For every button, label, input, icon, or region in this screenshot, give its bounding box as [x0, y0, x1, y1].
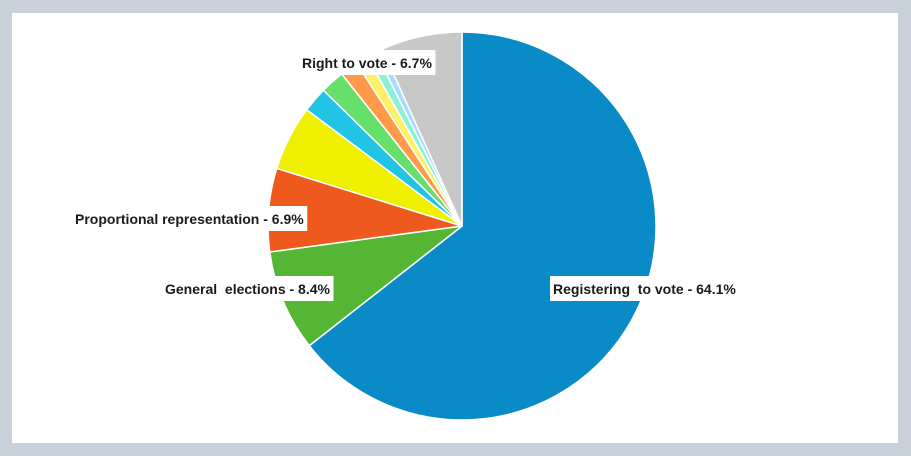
pie-slice	[381, 31, 463, 227]
slice-label: General elections - 8.4%	[162, 276, 334, 301]
pie-slices	[267, 31, 657, 421]
pie-slice	[308, 31, 657, 421]
slice-label-text: Registering to vote - 64.1%	[553, 281, 736, 297]
slice-label: Right to vote - 6.7%	[299, 50, 436, 75]
slice-label: Registering to vote - 64.1%	[550, 276, 740, 301]
pie-slice	[268, 225, 463, 347]
slice-label: Proportional representation - 6.9%	[72, 206, 308, 231]
slice-label-box	[550, 276, 740, 301]
slice-label-text: General elections - 8.4%	[165, 281, 331, 297]
slice-label-box	[299, 50, 436, 75]
slice-label-box	[162, 276, 334, 301]
slice-label-text: Right to vote - 6.7%	[302, 55, 432, 71]
pie-labels: Registering to vote - 64.1% General elect…	[72, 50, 740, 301]
slice-label-box	[72, 206, 308, 231]
slice-label-text: Proportional representation - 6.9%	[75, 211, 304, 227]
